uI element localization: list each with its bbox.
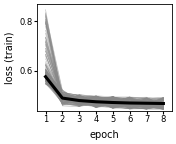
Y-axis label: loss (train): loss (train) [4,31,14,84]
X-axis label: epoch: epoch [90,130,119,140]
